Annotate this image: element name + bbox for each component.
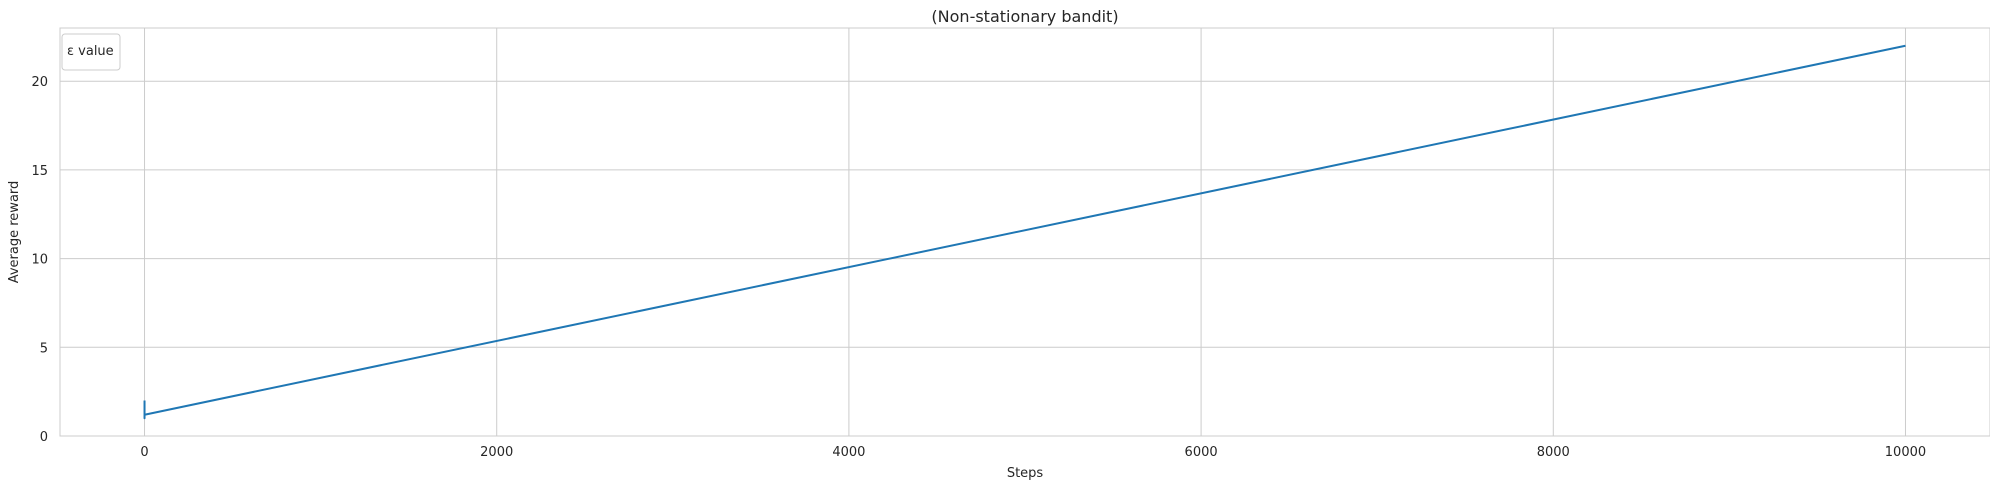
x-axis-label: Steps [1007, 466, 1044, 481]
x-tick-label: 0 [140, 445, 148, 460]
y-tick-label: 5 [40, 341, 48, 356]
series-line [143, 44, 1906, 420]
y-tick-label: 20 [31, 75, 48, 90]
x-tick-label: 8000 [1537, 445, 1570, 460]
y-tick-label: 0 [40, 430, 48, 445]
x-tick-labels: 0 2000 4000 6000 8000 10000 [140, 445, 1926, 460]
x-tick-label: 6000 [1185, 445, 1218, 460]
legend-title: ε value [67, 44, 114, 59]
x-tick-label: 2000 [480, 445, 513, 460]
series-layer [143, 44, 1906, 420]
x-tick-label: 4000 [832, 445, 865, 460]
chart-title: (Non-stationary bandit) [931, 7, 1118, 26]
y-axis-label: Average reward [7, 181, 22, 284]
legend: ε value [61, 33, 121, 71]
x-tick-label: 10000 [1885, 445, 1926, 460]
grid-lines [60, 28, 1990, 437]
y-tick-label: 10 [31, 253, 48, 268]
legend-box [61, 33, 121, 71]
y-tick-labels: 0 5 10 15 20 [31, 75, 48, 445]
y-tick-label: 15 [31, 164, 48, 179]
